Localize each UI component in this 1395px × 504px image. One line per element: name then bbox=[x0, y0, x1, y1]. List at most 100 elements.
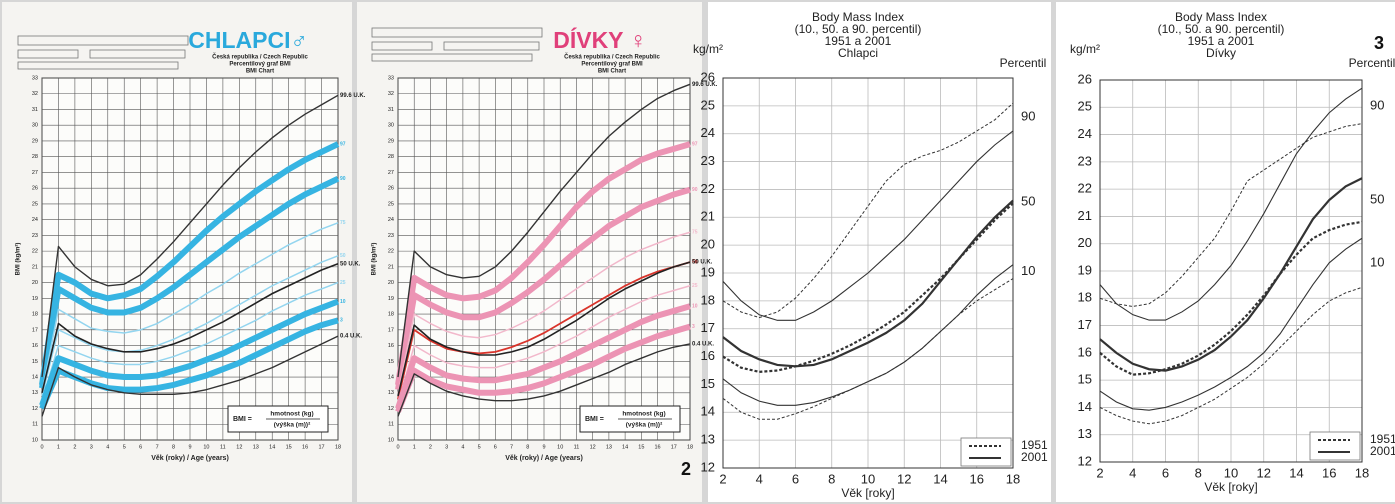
y-tick-label: 21 bbox=[32, 264, 38, 270]
y-tick-label: 33 bbox=[32, 75, 38, 81]
y-tick-label: 24 bbox=[32, 217, 38, 223]
x-tick-label: 18 bbox=[687, 444, 693, 450]
right-axis-label: Percentil bbox=[1000, 56, 1047, 70]
y-tick-label: 16 bbox=[388, 343, 394, 349]
y-tick-label: 18 bbox=[1078, 290, 1092, 305]
y-tick-label: 25 bbox=[388, 201, 394, 207]
x-tick-label: 12 bbox=[1257, 465, 1271, 480]
y-tick-label: 23 bbox=[701, 153, 715, 168]
y-tick-label: 14 bbox=[1078, 399, 1092, 414]
legend-label: 2001 bbox=[1370, 444, 1395, 458]
y-tick-label: 12 bbox=[701, 459, 715, 474]
curve-label: 50 bbox=[340, 253, 346, 259]
y-tick-label: 21 bbox=[1078, 208, 1092, 223]
y-tick-label: 14 bbox=[388, 374, 394, 380]
y-tick-label: 32 bbox=[32, 91, 38, 97]
y-tick-label: 22 bbox=[32, 249, 38, 255]
y-tick-label: 21 bbox=[701, 209, 715, 224]
formula-denominator: (výška (m))² bbox=[274, 422, 311, 429]
y-tick-label: 33 bbox=[388, 75, 394, 81]
x-tick-label: 7 bbox=[156, 444, 159, 450]
chart-subtitle: Česká republika / Czech Republic bbox=[212, 54, 308, 61]
x-tick-label: 3 bbox=[445, 444, 448, 450]
formula-lhs: BMI = bbox=[585, 416, 604, 423]
x-tick-label: 6 bbox=[494, 444, 497, 450]
y-tick-label: 16 bbox=[1078, 344, 1092, 359]
x-tick-label: 11 bbox=[574, 444, 580, 450]
curve-label: 3 bbox=[692, 324, 695, 330]
y-tick-label: 22 bbox=[701, 181, 715, 196]
curve-label: 97 bbox=[340, 141, 346, 147]
formula-lhs: BMI = bbox=[233, 416, 252, 423]
y-tick-label: 26 bbox=[388, 186, 394, 192]
y-tick-label: 26 bbox=[701, 69, 715, 84]
y-tick-label: 13 bbox=[1078, 426, 1092, 441]
formula-denominator: (výška (m))² bbox=[626, 422, 663, 429]
y-tick-label: 23 bbox=[388, 233, 394, 239]
x-tick-label: 14 bbox=[1289, 465, 1303, 480]
y-tick-label: 20 bbox=[1078, 235, 1092, 250]
y-tick-label: 26 bbox=[1078, 71, 1092, 86]
x-tick-label: 5 bbox=[478, 444, 481, 450]
percentile-label: 90 bbox=[1370, 97, 1384, 112]
x-tick-label: 17 bbox=[318, 444, 324, 450]
x-tick-label: 10 bbox=[557, 444, 563, 450]
y-tick-label: 19 bbox=[701, 264, 715, 279]
chart-subtitle: Percentilový graf BMI bbox=[229, 62, 291, 68]
y-tick-label: 24 bbox=[701, 125, 715, 140]
curve-label: 97 bbox=[692, 141, 698, 147]
page-number: 2 bbox=[681, 459, 691, 479]
y-tick-label: 20 bbox=[32, 280, 38, 286]
y-tick-label: 23 bbox=[1078, 153, 1092, 168]
y-tick-label: 31 bbox=[32, 107, 38, 113]
percentile-label: 10 bbox=[1021, 263, 1035, 278]
x-tick-label: 17 bbox=[671, 444, 677, 450]
x-tick-label: 9 bbox=[542, 444, 545, 450]
x-axis-label: Věk [roky] bbox=[1204, 480, 1257, 494]
curve-label: 99.6 U.K. bbox=[340, 93, 366, 99]
x-tick-label: 2 bbox=[719, 471, 726, 486]
x-tick-label: 4 bbox=[461, 444, 464, 450]
y-tick-label: 16 bbox=[701, 348, 715, 363]
y-tick-label: 31 bbox=[388, 107, 394, 113]
curve-label: 90 bbox=[340, 176, 346, 182]
x-tick-label: 13 bbox=[606, 444, 612, 450]
y-tick-label: 30 bbox=[32, 123, 38, 129]
y-tick-label: 18 bbox=[701, 292, 715, 307]
x-tick-label: 16 bbox=[1322, 465, 1336, 480]
x-tick-label: 16 bbox=[970, 471, 984, 486]
y-tick-label: 17 bbox=[1078, 317, 1092, 332]
chart-title-line: Dívky bbox=[1206, 46, 1236, 60]
x-tick-label: 15 bbox=[638, 444, 644, 450]
x-tick-label: 0 bbox=[40, 444, 43, 450]
x-tick-label: 13 bbox=[253, 444, 259, 450]
y-tick-label: 19 bbox=[388, 296, 394, 302]
y-tick-label: 24 bbox=[388, 217, 394, 223]
y-tick-label: 27 bbox=[32, 170, 38, 176]
y-tick-label: 30 bbox=[388, 123, 394, 129]
y-tick-label: 26 bbox=[32, 186, 38, 192]
x-tick-label: 18 bbox=[1355, 465, 1369, 480]
x-tick-label: 7 bbox=[510, 444, 513, 450]
panel-girls-chart bbox=[1056, 2, 1395, 502]
y-tick-label: 14 bbox=[701, 404, 715, 419]
y-tick-label: 27 bbox=[388, 170, 394, 176]
curve-label: 10 bbox=[340, 299, 346, 305]
y-tick-label: 12 bbox=[1078, 453, 1092, 468]
y-tick-label: 20 bbox=[701, 237, 715, 252]
y-tick-label: 12 bbox=[388, 406, 394, 412]
x-tick-label: 4 bbox=[106, 444, 109, 450]
x-tick-label: 16 bbox=[302, 444, 308, 450]
chart-subtitle: BMI Chart bbox=[598, 69, 626, 75]
legend-label: 2001 bbox=[1021, 450, 1048, 464]
x-tick-label: 14 bbox=[622, 444, 628, 450]
x-tick-label: 2 bbox=[429, 444, 432, 450]
x-tick-label: 10 bbox=[861, 471, 875, 486]
x-tick-label: 8 bbox=[828, 471, 835, 486]
legend-box bbox=[961, 438, 1011, 466]
y-tick-label: 25 bbox=[701, 97, 715, 112]
x-tick-label: 12 bbox=[590, 444, 596, 450]
y-axis-label: BMI (kg/m²) bbox=[371, 243, 378, 276]
chart-title: DÍVKY ♀ bbox=[553, 26, 647, 53]
x-tick-label: 6 bbox=[1162, 465, 1169, 480]
